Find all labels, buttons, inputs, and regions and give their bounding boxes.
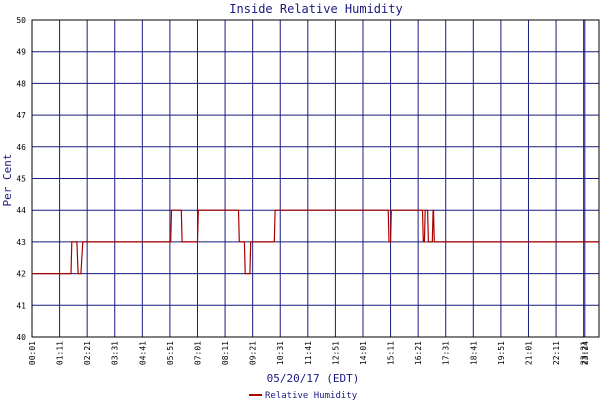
y-tick-label: 40	[16, 333, 26, 342]
y-tick-label: 42	[16, 270, 26, 279]
x-tick-label: 14:01	[359, 341, 368, 365]
x-tick-label: 07:01	[193, 341, 202, 365]
x-tick-label: 10:31	[276, 341, 285, 365]
plot-frame	[31, 19, 600, 338]
y-tick-label: 45	[16, 175, 26, 184]
y-tick-label: 46	[16, 143, 26, 152]
y-tick-label: 48	[16, 79, 26, 88]
x-tick-label: 02:21	[83, 341, 92, 365]
x-tick-label: 23:24	[581, 341, 590, 365]
x-tick-label: 17:31	[442, 341, 451, 365]
x-tick-label: 22:11	[552, 341, 561, 365]
x-tick-label: 03:31	[111, 341, 120, 365]
x-tick-label: 19:51	[497, 341, 506, 365]
series-group	[32, 209, 599, 275]
x-tick-label: 05:51	[166, 341, 175, 365]
y-tick-label: 47	[16, 111, 26, 120]
x-tick-label: 23:21	[580, 341, 589, 365]
x-tick-label: 21:01	[524, 341, 533, 365]
grid-lines	[32, 19, 599, 338]
x-tick-label: 04:41	[138, 341, 147, 365]
y-tick-label: 44	[16, 206, 26, 215]
x-tick-label: 11:41	[304, 341, 313, 365]
x-tick-label: 08:11	[221, 341, 230, 365]
x-tick-label: 15:11	[387, 341, 396, 365]
x-tick-label: 01:11	[56, 341, 65, 365]
y-axis-label: Per Cent	[1, 154, 14, 207]
y-tick-label: 43	[16, 238, 26, 247]
y-tick-labels: 40 41 42 43 44 45 46 47 48 49 50	[16, 16, 26, 342]
legend-label: Relative Humidity	[265, 391, 358, 400]
chart-title: Inside Relative Humidity	[229, 2, 402, 16]
x-tick-label: 12:51	[331, 341, 340, 365]
y-tick-label: 41	[16, 301, 26, 310]
x-tick-label: 00:01	[28, 341, 37, 365]
x-tick-label: 16:21	[414, 341, 423, 365]
x-tick-labels: 00:01 01:11 02:21 03:31 04:41 05:51 07:01 08:11…	[28, 341, 590, 365]
x-axis-label: 05/20/17 (EDT)	[267, 372, 360, 385]
x-tick-label: 18:41	[469, 341, 478, 365]
y-tick-label: 49	[16, 48, 26, 57]
series-line-relative-humidity	[32, 209, 599, 275]
x-tick-label: 09:21	[249, 341, 258, 365]
legend: Relative Humidity	[249, 391, 358, 400]
y-tick-label: 50	[16, 16, 26, 25]
